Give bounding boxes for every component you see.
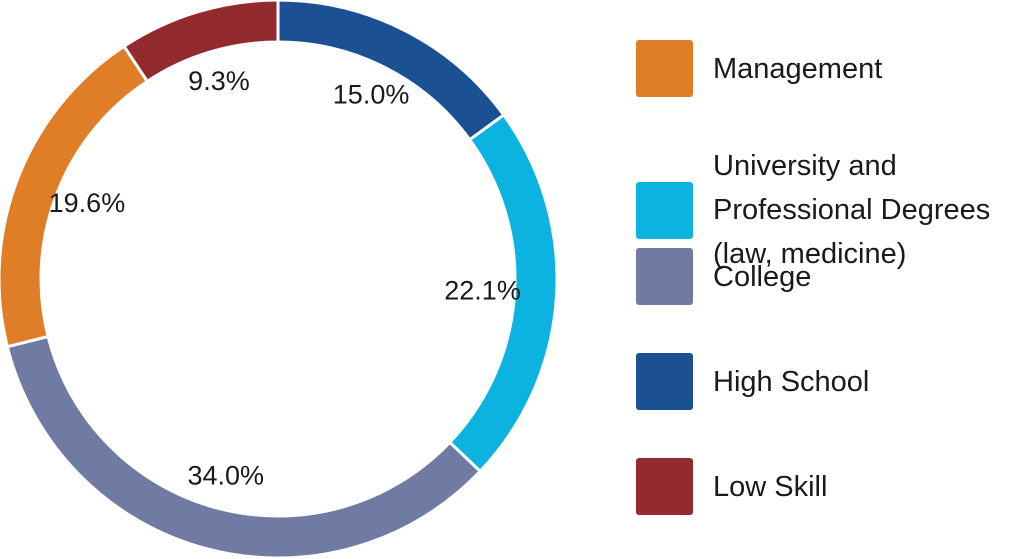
slice-label-management: 19.6% — [49, 188, 126, 218]
legend-label-college: College — [713, 260, 812, 293]
slice-high — [276, 0, 506, 142]
slice-college — [5, 334, 483, 559]
legend-item-university: University and Professional Degrees (law… — [636, 144, 1013, 276]
legend-swatch-management — [636, 40, 693, 97]
legend-label-low-skill: Low Skill — [713, 470, 828, 503]
legend-swatch-low-skill — [636, 458, 693, 515]
legend-label-management: Management — [713, 52, 883, 85]
legend-item-high-school: High School — [636, 353, 1013, 410]
legend-swatch-college — [636, 248, 693, 305]
slice-label-university: 22.1% — [444, 276, 521, 306]
legend-swatch-high-school — [636, 353, 693, 410]
donut-chart: 15.0% 22.1% 34.0% 19.6% 9.3% — [0, 0, 559, 559]
legend-item-low-skill: Low Skill — [636, 458, 1013, 515]
slice-low — [122, 0, 280, 84]
slice-label-low: 9.3% — [188, 66, 250, 96]
legend-item-college: College — [636, 248, 1013, 305]
legend-swatch-university — [636, 181, 693, 239]
legend-item-management: Management — [636, 40, 1013, 97]
slice-label-college: 34.0% — [187, 460, 264, 490]
legend-label-high-school: High School — [713, 365, 870, 398]
slice-label-high: 15.0% — [333, 79, 410, 109]
legend-label-university: University and Professional Degrees (law… — [713, 150, 991, 270]
